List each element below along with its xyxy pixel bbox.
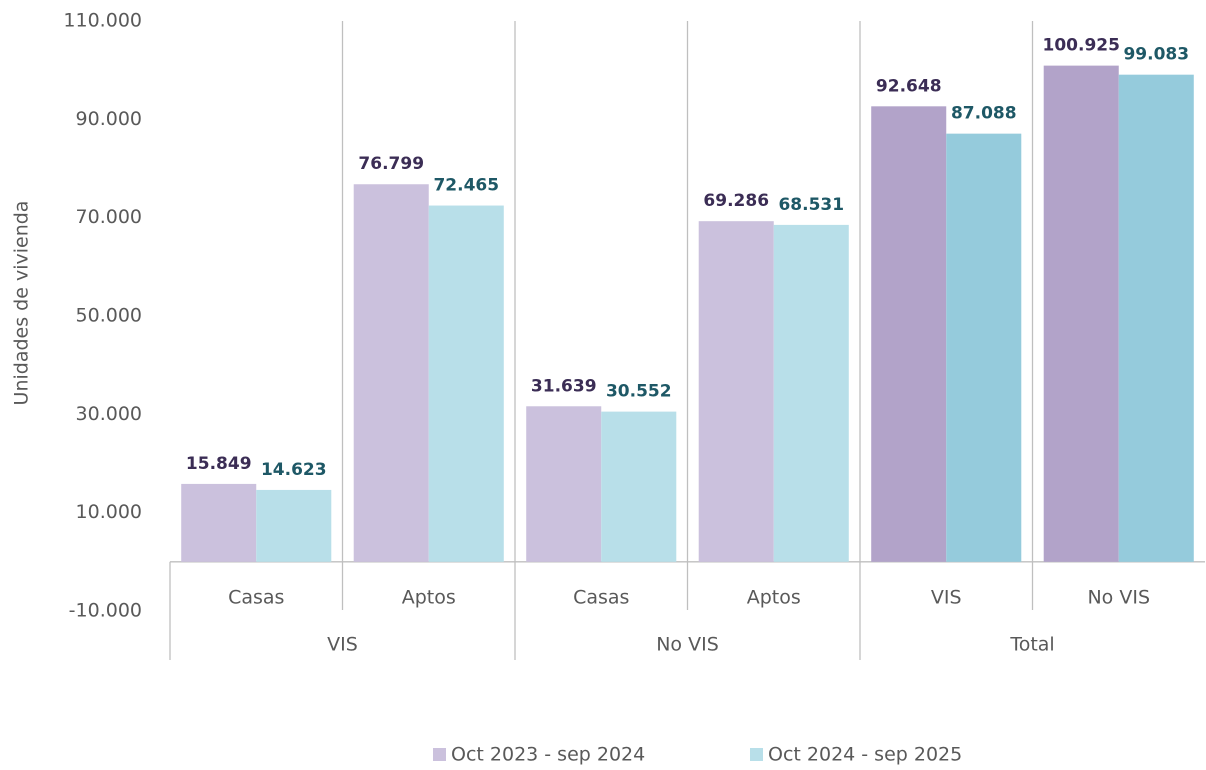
y-tick-label: 50.000 [76,305,142,327]
x-tick-label: Casas [228,587,284,609]
value-label: 31.639 [531,376,597,396]
x-tick-label: VIS [931,587,962,609]
value-label: 99.083 [1123,45,1189,65]
y-axis-title: Unidades de vivienda [11,201,33,406]
bar [1043,65,1119,562]
legend-label: Oct 2024 - sep 2025 [768,744,962,766]
bar [773,224,849,562]
y-tick-label: 110.000 [63,10,142,32]
value-label: 76.799 [358,154,424,174]
bar [256,489,332,562]
value-label: 87.088 [951,104,1017,124]
value-label: 15.849 [186,454,252,474]
y-tick-label: 90.000 [76,108,142,130]
x-tick-label: Aptos [402,587,456,609]
y-tick-label: 30.000 [76,403,142,425]
y-tick-label: -10.000 [69,600,142,622]
value-label: 72.465 [433,176,499,196]
bar [946,133,1022,562]
group-label: VIS [327,634,358,656]
value-label: 14.623 [261,460,327,480]
bar [1118,74,1194,562]
value-label: 100.925 [1043,36,1120,56]
value-label: 30.552 [606,382,672,402]
legend-swatch [433,748,446,761]
bar [871,106,947,562]
y-tick-label: 10.000 [76,501,142,523]
legend-label: Oct 2023 - sep 2024 [451,744,645,766]
bar [428,205,504,562]
y-tick-label: 70.000 [76,206,142,228]
legend-swatch [750,748,763,761]
x-tick-label: Casas [573,587,629,609]
bar [526,406,602,562]
value-label: 92.648 [876,76,942,96]
value-label: 68.531 [778,195,844,215]
x-tick-label: Aptos [747,587,801,609]
bar [353,184,429,562]
bar [601,411,677,562]
group-label: No VIS [656,634,719,656]
group-label: Total [1009,634,1054,656]
value-label: 69.286 [703,191,769,211]
bar [181,483,257,562]
bar [698,221,774,562]
x-tick-label: No VIS [1087,587,1150,609]
